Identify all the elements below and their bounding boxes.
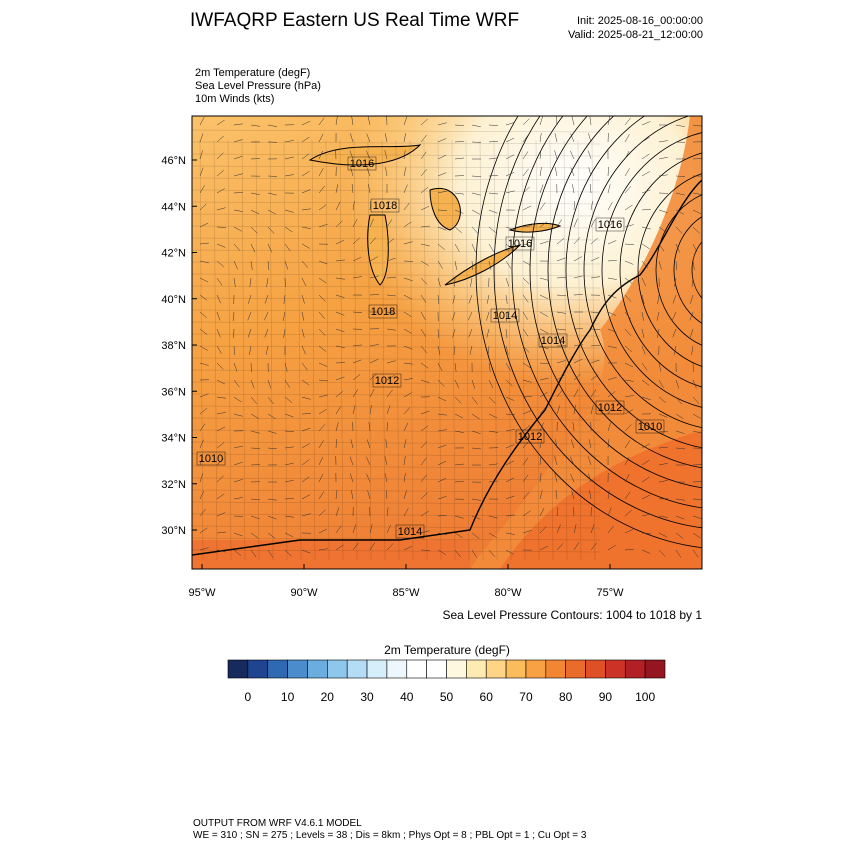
contour-label: 1016 <box>598 219 622 231</box>
lon-label: 80°W <box>494 587 522 599</box>
colorbar-label: 40 <box>400 690 414 704</box>
contour-label: 1012 <box>518 431 542 443</box>
contour-label: 1018 <box>371 306 395 318</box>
colorbar-box <box>486 660 506 678</box>
contour-label: 1010 <box>638 421 662 433</box>
init-time: Init: 2025-08-16_00:00:00 <box>577 15 703 27</box>
contour-label: 1012 <box>598 402 622 414</box>
contour-label: 1018 <box>373 200 397 212</box>
colorbar-label: 80 <box>559 690 573 704</box>
contour-label: 1012 <box>375 375 399 387</box>
isobar <box>710 248 750 292</box>
colorbar-box <box>526 660 546 678</box>
colorbar-box <box>546 660 566 678</box>
contour-label: 1010 <box>199 453 223 465</box>
colorbar-label: 20 <box>321 690 335 704</box>
lat-label: 42°N <box>161 248 186 260</box>
colorbar-box <box>347 660 367 678</box>
colorbar-box <box>447 660 467 678</box>
contour-note: Sea Level Pressure Contours: 1004 to 101… <box>443 608 703 622</box>
lon-label: 90°W <box>290 587 318 599</box>
title: IWFAQRP Eastern US Real Time WRF <box>190 10 519 31</box>
colorbar-box <box>268 660 288 678</box>
colorbar-box <box>387 660 407 678</box>
field-label: 2m Temperature (degF) <box>195 67 310 79</box>
colorbar-title: 2m Temperature (degF) <box>384 643 510 657</box>
colorbar-box <box>367 660 387 678</box>
contour-label: 1014 <box>541 335 565 347</box>
lat-label: 40°N <box>161 294 186 306</box>
colorbar-box <box>407 660 427 678</box>
lat-label: 38°N <box>161 340 186 352</box>
valid-time: Valid: 2025-08-21_12:00:00 <box>568 29 703 41</box>
field-label: Sea Level Pressure (hPa) <box>195 80 321 92</box>
colorbar-box <box>625 660 645 678</box>
colorbar-label: 60 <box>480 690 494 704</box>
colorbar-box <box>248 660 268 678</box>
footer-line: OUTPUT FROM WRF V4.6.1 MODEL <box>193 818 362 829</box>
colorbar-box <box>566 660 586 678</box>
lat-label: 32°N <box>161 479 186 491</box>
colorbar-box <box>288 660 308 678</box>
lat-label: 36°N <box>161 386 186 398</box>
colorbar-label: 30 <box>360 690 374 704</box>
colorbar-box <box>645 660 665 678</box>
colorbar-box <box>327 660 347 678</box>
colorbar-box <box>427 660 447 678</box>
footer-line: WE = 310 ; SN = 275 ; Levels = 38 ; Dis … <box>193 830 587 841</box>
colorbar-label: 90 <box>599 690 613 704</box>
lat-label: 34°N <box>161 433 186 445</box>
colorbar-label: 50 <box>440 690 454 704</box>
lon-label: 85°W <box>392 587 420 599</box>
contour-label: 1016 <box>350 158 374 170</box>
contour-label: 1014 <box>493 310 517 322</box>
lon-label: 95°W <box>188 587 216 599</box>
isobar <box>692 228 768 312</box>
lat-label: 44°N <box>161 201 186 213</box>
colorbar-label: 10 <box>281 690 295 704</box>
contour-label: 1016 <box>508 238 532 250</box>
lat-label: 46°N <box>161 155 186 167</box>
colorbar-label: 100 <box>635 690 655 704</box>
lat-label: 30°N <box>161 525 186 537</box>
colorbar-box <box>466 660 486 678</box>
colorbar-box <box>605 660 625 678</box>
colorbar-box <box>586 660 606 678</box>
colorbar-label: 0 <box>245 690 252 704</box>
colorbar-box <box>506 660 526 678</box>
contour-label: 1014 <box>398 526 422 538</box>
colorbar-label: 70 <box>519 690 533 704</box>
field-label: 10m Winds (kts) <box>195 93 274 105</box>
colorbar-box <box>307 660 327 678</box>
lon-label: 75°W <box>596 587 624 599</box>
colorbar-box <box>228 660 248 678</box>
